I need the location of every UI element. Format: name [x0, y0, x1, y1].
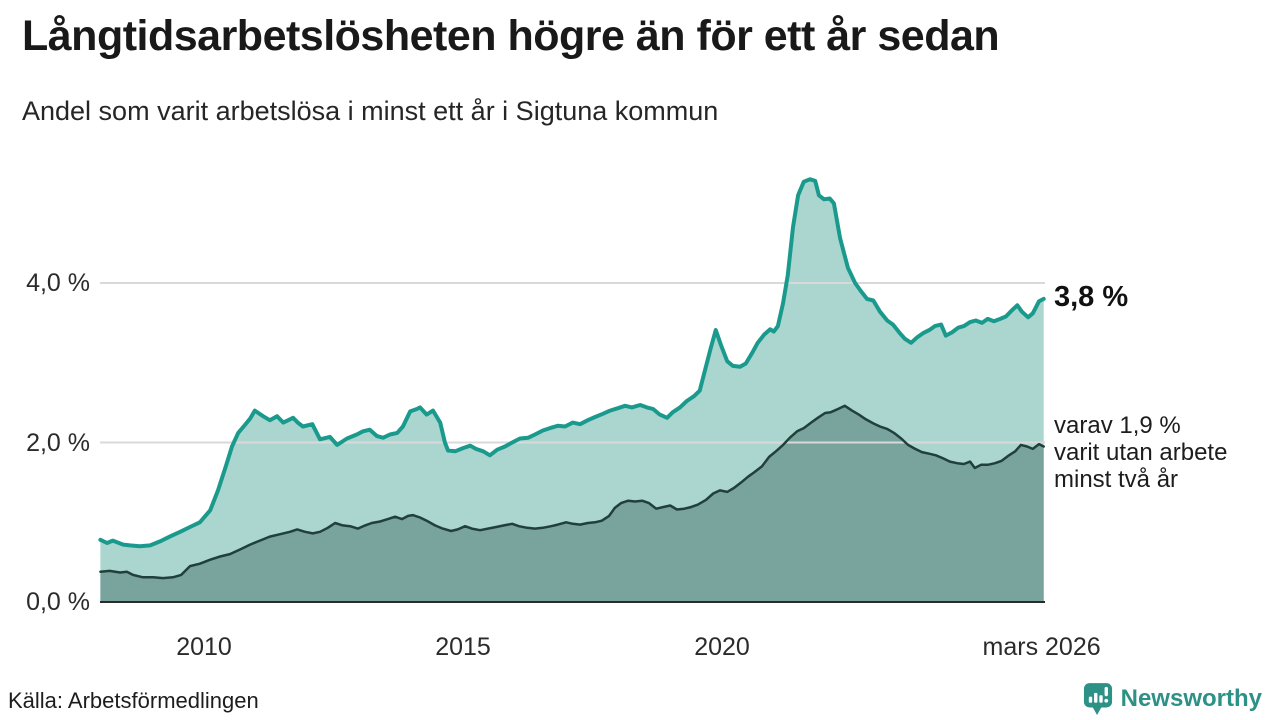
x-axis-tick-2020: 2020	[694, 633, 750, 661]
x-axis-tick-2010: 2010	[176, 633, 232, 661]
x-axis-tick-mars-2026: mars 2026	[982, 633, 1101, 661]
y-axis-tick-4: 4,0 %	[26, 269, 90, 297]
series2-annotation-line2: varit utan arbete	[1054, 439, 1228, 466]
page-title: Långtidsarbetslösheten högre än för ett …	[22, 12, 1000, 60]
y-axis-tick-2: 2,0 %	[26, 428, 90, 457]
y-axis-tick-0: 0,0 %	[26, 588, 90, 616]
series2-annotation-line3: minst två år	[1054, 466, 1179, 493]
x-axis-tick-2015: 2015	[435, 633, 491, 661]
series2-annotation-line1: varav 1,9 %	[1054, 412, 1181, 439]
series2-annotation: varav 1,9 % varit utan arbete minst två …	[1054, 412, 1227, 493]
newsworthy-wordmark: Newsworthy	[1120, 685, 1262, 712]
series1-end-value-label: 3,8 %	[1054, 281, 1129, 313]
page-subtitle: Andel som varit arbetslösa i minst ett å…	[22, 96, 719, 126]
newsworthy-logo-link[interactable]: Newsworthy	[1083, 682, 1262, 716]
newsworthy-speech-bubble-chart-icon	[1083, 682, 1113, 716]
source-credit: Källa: Arbetsförmedlingen	[8, 688, 259, 713]
